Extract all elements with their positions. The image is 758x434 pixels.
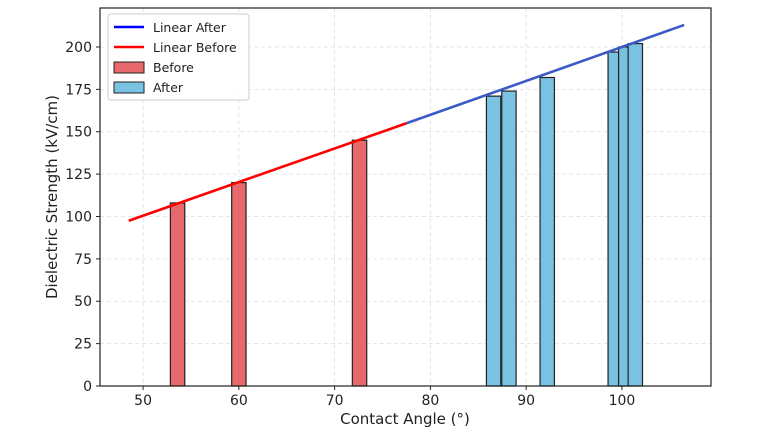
y-tick-label: 25 <box>74 337 92 353</box>
bar-before <box>169 202 186 387</box>
y-tick-label: 175 <box>65 82 92 98</box>
bar-after <box>501 90 517 387</box>
y-tick-label: 150 <box>65 125 92 141</box>
legend: Linear After Linear Before Before After <box>107 13 250 101</box>
y-tick-label: 200 <box>65 40 92 56</box>
legend-label: Linear After <box>153 20 227 35</box>
line-linear-before <box>128 122 407 222</box>
legend-bar-swatch <box>113 61 145 74</box>
line-linear-after <box>406 23 685 125</box>
bar-after <box>485 95 502 387</box>
legend-label: After <box>153 80 184 95</box>
x-tick-label: 50 <box>134 393 152 409</box>
y-tick-label: 0 <box>83 379 92 395</box>
y-axis-label: Dielectric Strength (kV/cm) <box>43 95 61 299</box>
legend-label: Linear Before <box>153 40 237 55</box>
plot-frame <box>99 7 712 387</box>
bar-before <box>231 181 247 387</box>
x-ticks: 50 60 70 80 90 100 <box>134 386 635 409</box>
y-tick-label: 125 <box>65 167 92 183</box>
x-tick-label: 70 <box>326 393 344 409</box>
bar-after <box>627 42 644 387</box>
legend-box <box>107 13 250 101</box>
x-tick-label: 80 <box>421 393 439 409</box>
bar-after <box>539 76 556 387</box>
y-tick-label: 50 <box>74 294 92 310</box>
y-tick-label: 100 <box>65 209 92 225</box>
legend-label: Before <box>153 60 194 75</box>
bars <box>169 42 644 387</box>
x-tick-label: 60 <box>230 393 248 409</box>
y-tick-label: 75 <box>74 252 92 268</box>
x-axis-label: Contact Angle (°) <box>340 410 470 428</box>
x-tick-label: 90 <box>517 393 535 409</box>
y-ticks: 0 25 50 75 100 125 150 175 200 <box>65 40 100 395</box>
bar-before <box>351 139 368 387</box>
legend-bar-swatch <box>113 81 145 94</box>
x-tick-label: 100 <box>609 393 636 409</box>
trend-lines <box>128 23 685 222</box>
